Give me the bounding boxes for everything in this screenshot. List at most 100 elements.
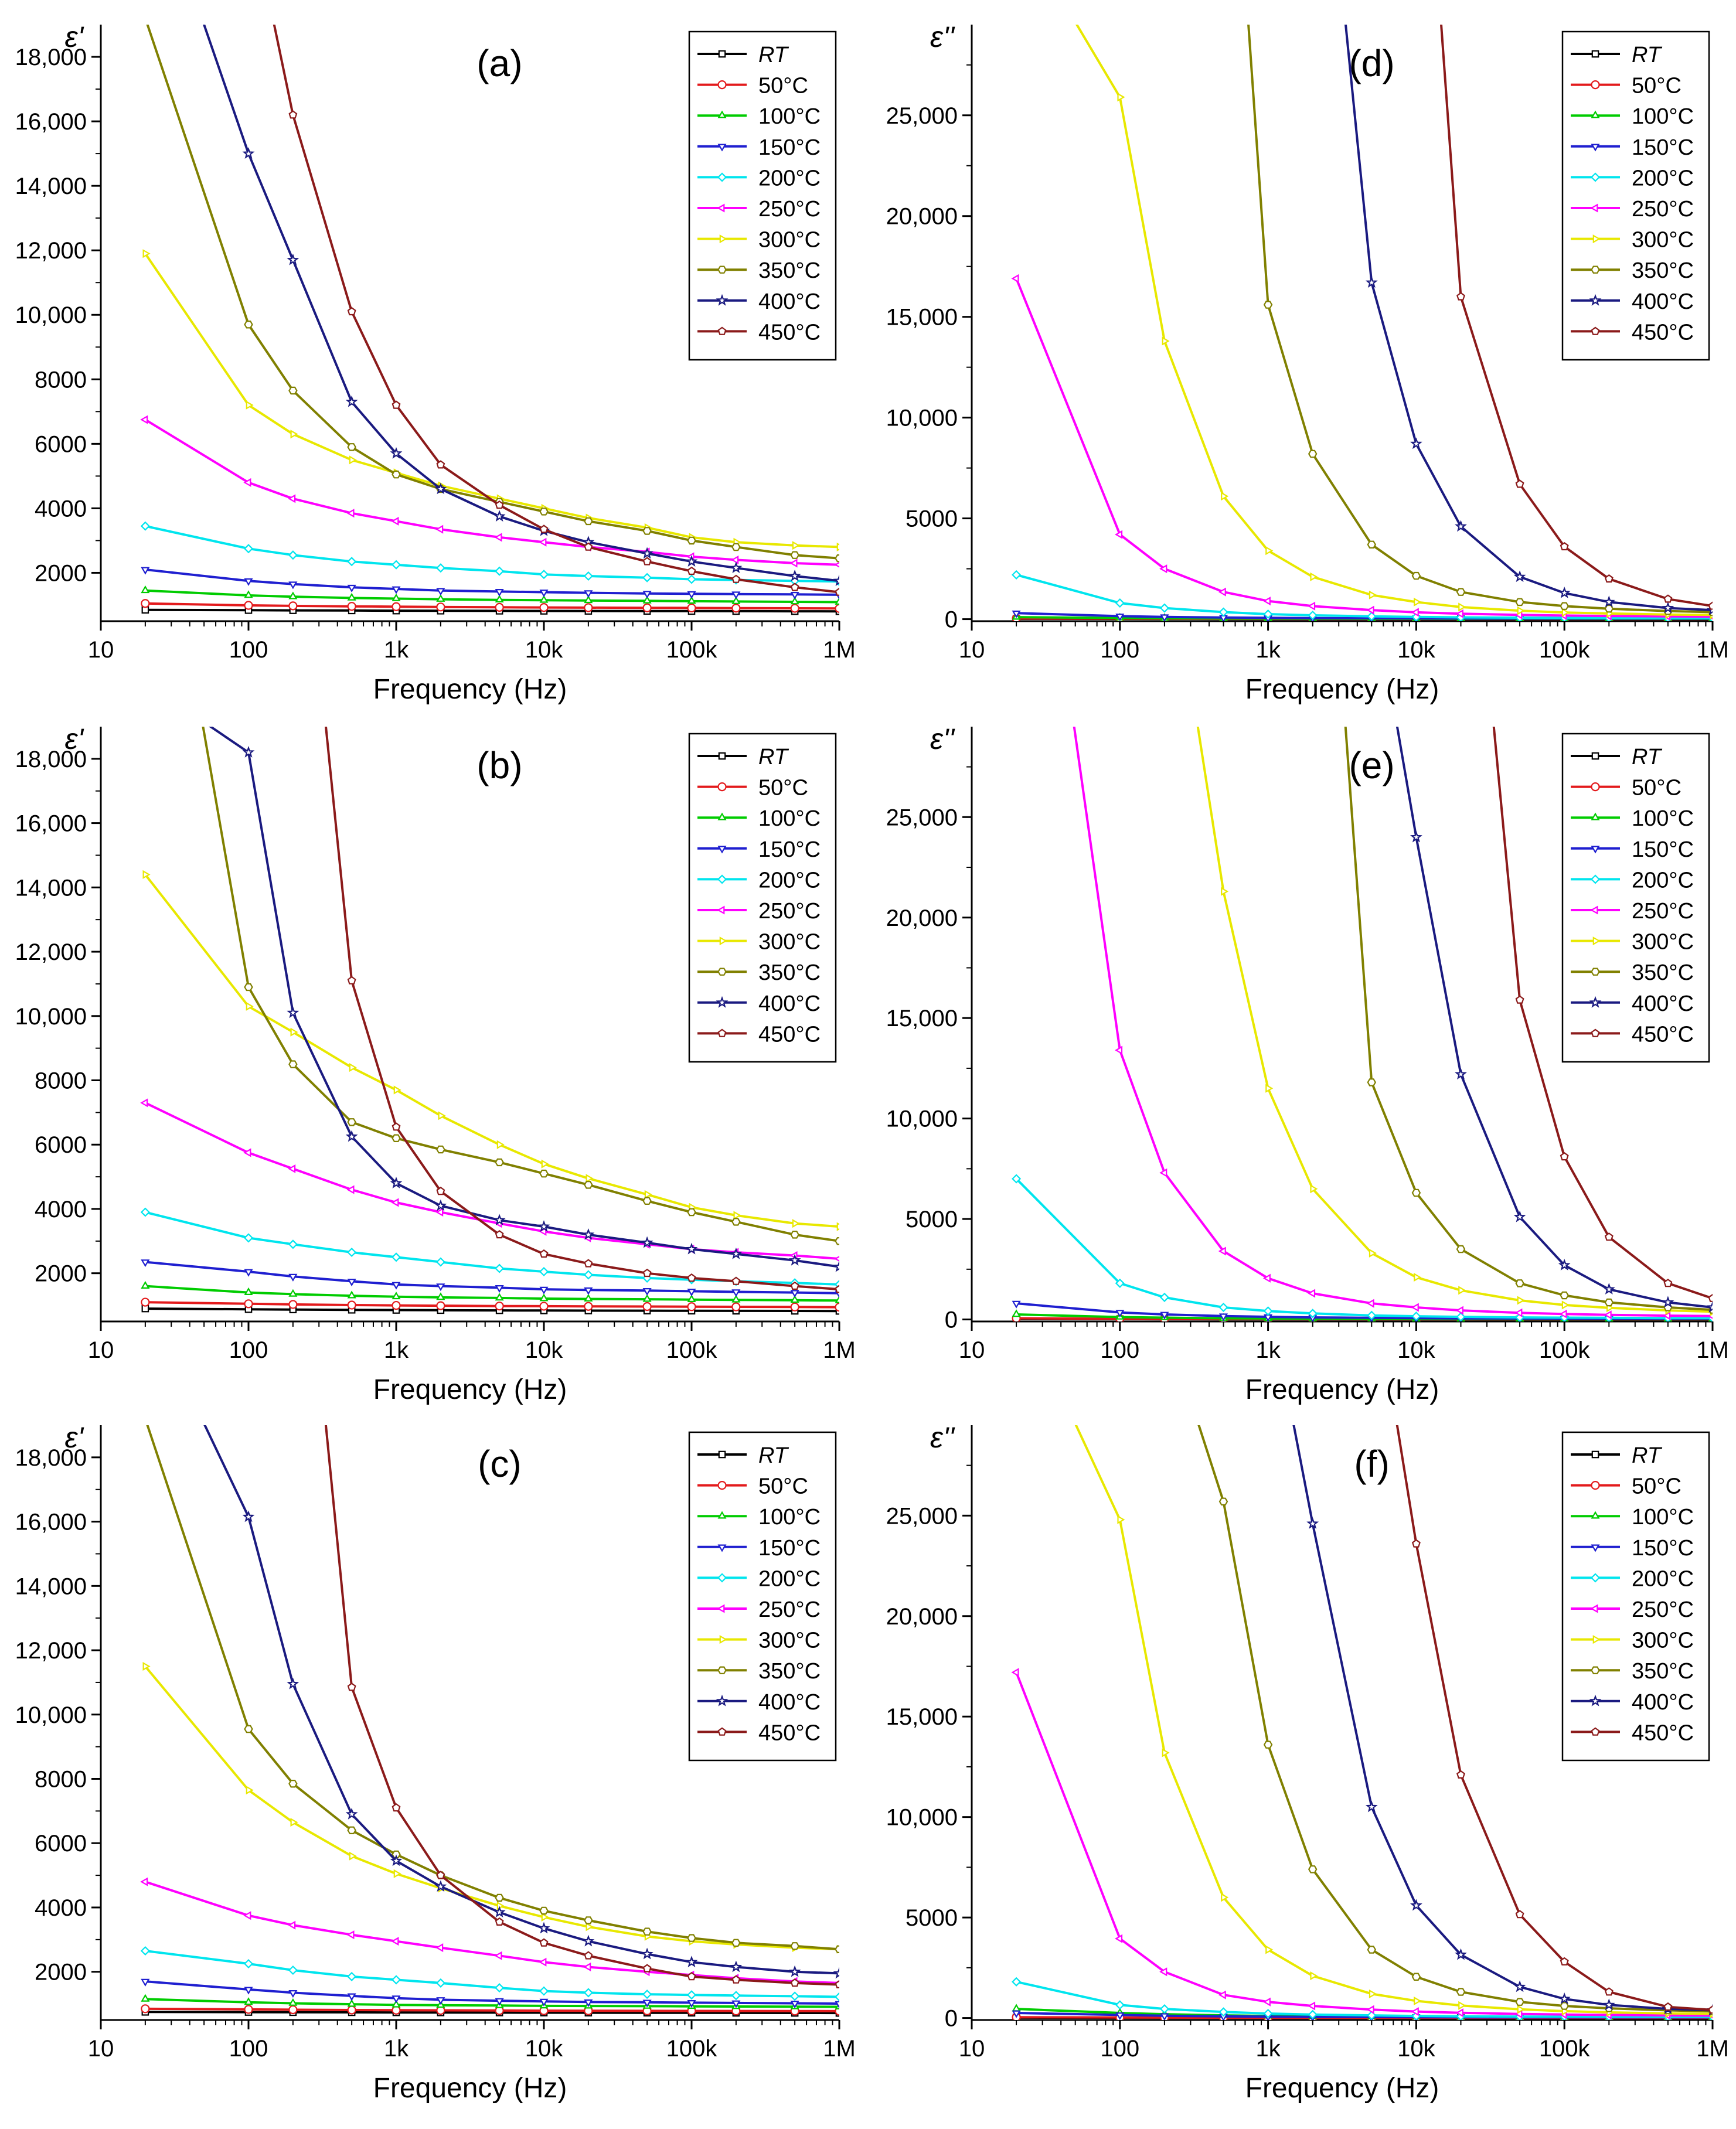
data-point bbox=[1369, 1248, 1377, 1258]
legend-label: 50°C bbox=[1632, 776, 1681, 800]
data-point bbox=[1411, 1539, 1421, 1548]
data-point bbox=[1159, 1292, 1169, 1302]
data-point bbox=[495, 588, 504, 597]
data-point bbox=[641, 1236, 653, 1248]
x-tick-label: 1k bbox=[384, 637, 409, 663]
data-point bbox=[141, 1259, 150, 1268]
series-450c bbox=[1440, 25, 1713, 610]
legend-swatch-marker bbox=[1591, 50, 1599, 58]
data-point bbox=[835, 1945, 839, 1953]
data-point bbox=[347, 1279, 356, 1287]
data-point bbox=[835, 604, 839, 613]
data-point bbox=[435, 1207, 444, 1217]
data-point bbox=[1263, 301, 1273, 309]
y-tick-label: 6000 bbox=[35, 431, 87, 457]
data-point bbox=[539, 537, 547, 547]
panel-label: (d) bbox=[1349, 42, 1394, 84]
data-point bbox=[539, 590, 549, 598]
y-tick-label: 15,000 bbox=[886, 1704, 958, 1730]
data-point bbox=[731, 543, 741, 551]
data-point bbox=[1560, 2002, 1569, 2010]
data-point bbox=[1012, 1309, 1021, 1317]
legend-swatch-marker bbox=[1590, 905, 1598, 915]
data-point bbox=[243, 1233, 254, 1243]
legend-swatch-marker bbox=[1589, 294, 1602, 306]
series-400c bbox=[1395, 727, 1713, 1313]
data-point bbox=[1308, 2009, 1318, 2019]
data-point bbox=[349, 455, 357, 465]
data-point bbox=[1604, 1987, 1614, 1996]
series-line bbox=[145, 1285, 839, 1302]
data-point bbox=[642, 527, 652, 535]
data-point bbox=[687, 566, 696, 575]
data-point bbox=[1115, 598, 1125, 608]
legend: RT 50°C 100°C 150°C 200°C 250°C 300°C 350°C 400°… bbox=[688, 733, 837, 1063]
legend-label: 150°C bbox=[1632, 1536, 1694, 1561]
chart-panel-e: 10 100 1k 10k 100k 1M 0 5000 10,000 15,000 20,000 2… bbox=[886, 723, 1729, 1405]
data-point bbox=[1706, 1300, 1713, 1313]
series-line bbox=[1015, 1178, 1713, 1320]
data-point bbox=[790, 597, 799, 605]
legend-swatch-marker bbox=[717, 144, 727, 152]
data-point bbox=[391, 1198, 399, 1207]
series-line bbox=[1492, 727, 1713, 1300]
data-point bbox=[1455, 609, 1463, 618]
data-point bbox=[243, 478, 251, 487]
data-point bbox=[392, 586, 401, 594]
series-400c bbox=[208, 727, 839, 1272]
data-point bbox=[1218, 587, 1226, 597]
data-point bbox=[1561, 608, 1570, 617]
data-point bbox=[1411, 1312, 1421, 1321]
legend-swatch-marker bbox=[1591, 1544, 1600, 1552]
data-point bbox=[730, 561, 743, 574]
data-point bbox=[345, 1130, 358, 1142]
data-point bbox=[244, 320, 253, 329]
data-point bbox=[391, 560, 401, 570]
data-point bbox=[1456, 1245, 1466, 1253]
data-point bbox=[686, 574, 697, 584]
series-line bbox=[1016, 1980, 1713, 2018]
data-point bbox=[243, 544, 254, 554]
data-point bbox=[1708, 601, 1713, 610]
data-point bbox=[496, 1140, 505, 1149]
data-point bbox=[1218, 1302, 1228, 1313]
legend-label: 400°C bbox=[1632, 992, 1694, 1016]
data-point bbox=[1159, 2004, 1169, 2014]
data-point bbox=[1115, 614, 1125, 621]
data-point bbox=[1162, 1748, 1170, 1757]
data-point bbox=[583, 571, 593, 581]
data-point bbox=[1662, 601, 1674, 614]
x-axis-title: Frequency (Hz) bbox=[1245, 1374, 1439, 1405]
x-tick-label: 1M bbox=[823, 1337, 856, 1363]
x-tick-label: 1k bbox=[1255, 2036, 1281, 2062]
data-point bbox=[142, 249, 151, 258]
data-point bbox=[790, 1978, 799, 1987]
data-point bbox=[584, 1302, 593, 1311]
series-line bbox=[145, 1261, 839, 1295]
data-point bbox=[347, 1300, 356, 1310]
data-point bbox=[541, 1912, 549, 1922]
y-tick-label: 25,000 bbox=[886, 805, 958, 830]
data-point bbox=[1662, 1296, 1674, 1308]
y-tick-label: 6000 bbox=[35, 1132, 87, 1158]
data-point bbox=[345, 395, 358, 407]
data-point bbox=[347, 443, 356, 451]
series-line bbox=[145, 608, 839, 613]
data-point bbox=[438, 1111, 446, 1120]
data-point bbox=[392, 1995, 401, 2004]
series-line bbox=[1395, 727, 1713, 1309]
series-line bbox=[1073, 727, 1713, 1317]
data-point bbox=[1369, 1989, 1377, 1999]
data-point bbox=[1012, 1977, 1022, 1987]
data-point bbox=[1115, 530, 1123, 539]
data-point bbox=[1604, 1298, 1614, 1307]
data-point bbox=[790, 604, 799, 613]
data-point bbox=[288, 1239, 298, 1249]
y-tick-label: 25,000 bbox=[886, 1503, 958, 1529]
y-tick-label: 0 bbox=[945, 2006, 958, 2032]
data-point bbox=[788, 570, 801, 581]
legend-label: 250°C bbox=[758, 197, 821, 222]
data-point bbox=[539, 1286, 549, 1295]
data-point bbox=[1515, 479, 1524, 488]
